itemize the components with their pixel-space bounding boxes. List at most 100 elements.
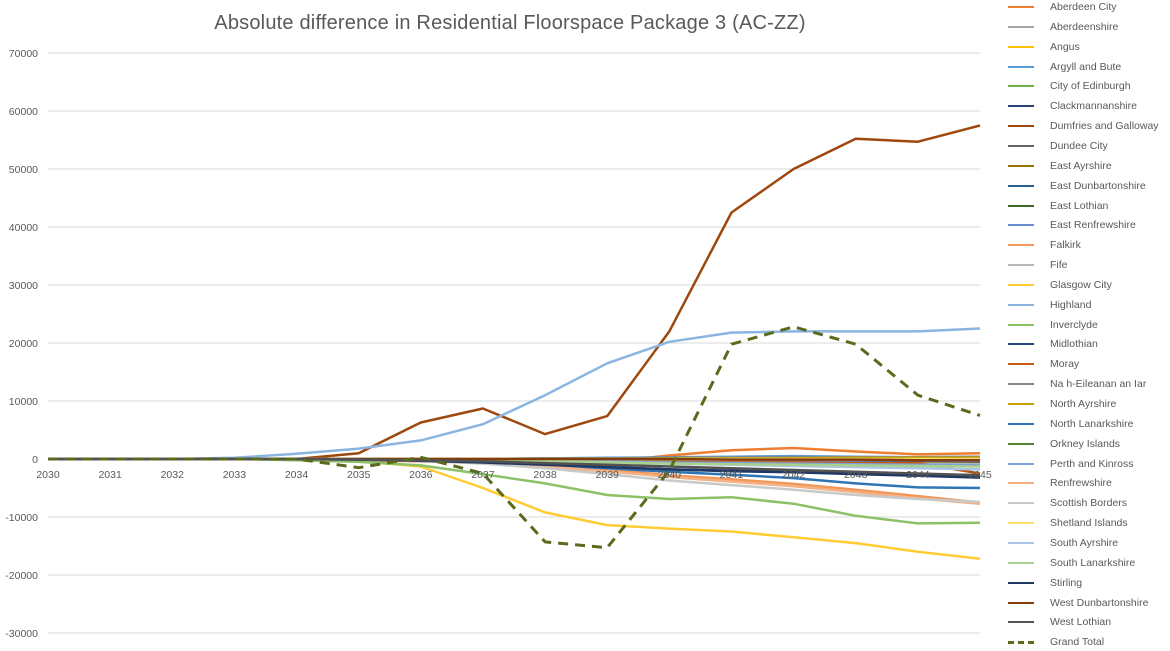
legend-label: Dumfries and Galloway	[1050, 120, 1159, 133]
legend-label: North Ayrshire	[1050, 398, 1117, 410]
y-axis-ticks: 70000 60000 50000 40000 30000 20000 10000 0 -100…	[5, 48, 38, 640]
legend-item: East Ayrshire	[1008, 157, 1170, 175]
x-tick-label: 2032	[161, 469, 185, 481]
x-tick-label: 2037	[471, 469, 495, 481]
legend-label: West Dunbartonshire	[1050, 596, 1149, 609]
x-tick-label: 2030	[36, 469, 60, 481]
legend-item: Shetland Islands	[1008, 514, 1170, 532]
legend-item: Midlothian	[1008, 335, 1170, 353]
legend-swatch	[1008, 581, 1034, 584]
legend-swatch	[1008, 45, 1034, 48]
legend-label: Dundee City	[1050, 139, 1108, 152]
legend-item: Scottish Borders	[1008, 494, 1170, 512]
x-tick-label: 2039	[596, 469, 620, 481]
legend-swatch	[1008, 403, 1034, 405]
legend-item: North Lanarkshire	[1008, 415, 1170, 433]
x-tick-label: 2036	[409, 469, 433, 481]
legend-swatch	[1008, 621, 1034, 624]
x-tick-label: 2042	[782, 469, 806, 481]
legend-swatch	[1008, 204, 1034, 207]
legend-label: Grand Total	[1050, 636, 1105, 649]
x-axis-ticks: 2030 2031 2032 2033 2034 2035 2036 2037 2038 2039…	[36, 469, 992, 481]
x-tick-label: 2040	[658, 469, 682, 481]
y-tick-label: 30000	[9, 280, 38, 292]
legend-label: Orkney Islands	[1050, 437, 1121, 450]
legend-item: Renfrewshire	[1008, 474, 1170, 492]
legend-swatch	[1008, 343, 1034, 346]
legend-label: Shetland Islands	[1050, 517, 1128, 530]
legend-label: City of Edinburgh	[1050, 80, 1131, 93]
legend-swatch	[1008, 303, 1034, 306]
legend-item: Dundee City	[1008, 137, 1170, 155]
legend-swatch	[1008, 125, 1034, 128]
x-tick-label: 2041	[720, 469, 744, 481]
legend-item: Stirling	[1008, 574, 1170, 592]
legend-label: South Ayrshire	[1050, 536, 1119, 549]
legend-swatch	[1008, 105, 1034, 108]
legend-swatch	[1008, 442, 1034, 445]
legend-label: Stirling	[1050, 576, 1083, 589]
legend-label: Fife	[1050, 259, 1068, 272]
x-tick-label: 2031	[98, 469, 122, 481]
legend-item: Clackmannanshire	[1008, 97, 1170, 115]
y-tick-label: 0	[32, 454, 38, 466]
legend-item: Grand Total	[1008, 633, 1170, 651]
legend-swatch	[1008, 264, 1034, 267]
x-tick-label: 2033	[223, 469, 247, 481]
legend-label: East Ayrshire	[1050, 159, 1112, 172]
legend-item: Na h-Eileanan an Iar	[1008, 375, 1170, 393]
legend-label: Aberdeenshire	[1050, 20, 1119, 33]
y-tick-label: -30000	[5, 628, 38, 640]
y-tick-label: 50000	[9, 164, 38, 176]
legend-item: Moray	[1008, 355, 1170, 373]
legend-item: West Dunbartonshire	[1008, 594, 1170, 612]
legend-swatch	[1008, 65, 1034, 68]
legend-swatch	[1008, 363, 1034, 366]
y-tick-label: 10000	[9, 396, 38, 408]
legend-swatch	[1008, 601, 1034, 604]
legend-swatch	[1008, 164, 1034, 167]
legend-swatch	[1008, 25, 1034, 28]
legend-item: Glasgow City	[1008, 276, 1170, 294]
legend-label: Scottish Borders	[1050, 497, 1128, 510]
legend-item: North Ayrshire	[1008, 395, 1170, 413]
legend-swatch	[1008, 462, 1034, 465]
legend-label: East Dunbartonshire	[1050, 179, 1146, 192]
legend-label: North Lanarkshire	[1050, 417, 1134, 430]
legend-label: Renfrewshire	[1050, 477, 1112, 490]
y-tick-label: 20000	[9, 338, 38, 350]
y-tick-label: 60000	[9, 106, 38, 118]
legend-label: Argyll and Bute	[1050, 60, 1122, 73]
legend-swatch	[1008, 283, 1034, 286]
legend-label: Aberdeen City	[1050, 1, 1117, 13]
legend-item: Orkney Islands	[1008, 435, 1170, 453]
y-tick-label: 70000	[9, 48, 38, 60]
legend-swatch	[1008, 383, 1034, 386]
legend-item: East Dunbartonshire	[1008, 177, 1170, 195]
legend-label: Inverclyde	[1050, 318, 1098, 331]
legend-label: Falkirk	[1050, 239, 1081, 252]
legend-label: Clackmannanshire	[1050, 100, 1137, 113]
legend-swatch	[1008, 6, 1034, 8]
legend-swatch	[1008, 640, 1034, 644]
legend-label: Glasgow City	[1050, 278, 1112, 291]
legend-item: Aberdeenshire	[1008, 18, 1170, 36]
legend-item: Argyll and Bute	[1008, 58, 1170, 76]
legend-swatch	[1008, 561, 1034, 564]
legend-item: Fife	[1008, 256, 1170, 274]
legend-item: Falkirk	[1008, 236, 1170, 254]
legend-item: Aberdeen City	[1008, 0, 1170, 16]
series-line-highland	[48, 327, 981, 461]
legend-label: South Lanarkshire	[1050, 556, 1136, 569]
y-tick-label: -10000	[5, 512, 38, 524]
series-line-grand-total	[48, 325, 981, 550]
legend-label: East Lothian	[1050, 199, 1109, 212]
legend-item: East Lothian	[1008, 197, 1170, 215]
legend-item: South Lanarkshire	[1008, 554, 1170, 572]
x-tick-label: 2035	[347, 469, 371, 481]
chart-title: Absolute difference in Residential Floor…	[214, 12, 806, 34]
legend-swatch	[1008, 422, 1034, 425]
x-tick-label: 2044	[906, 469, 930, 481]
legend-item: South Ayrshire	[1008, 534, 1170, 552]
legend-label: Angus	[1050, 40, 1080, 53]
